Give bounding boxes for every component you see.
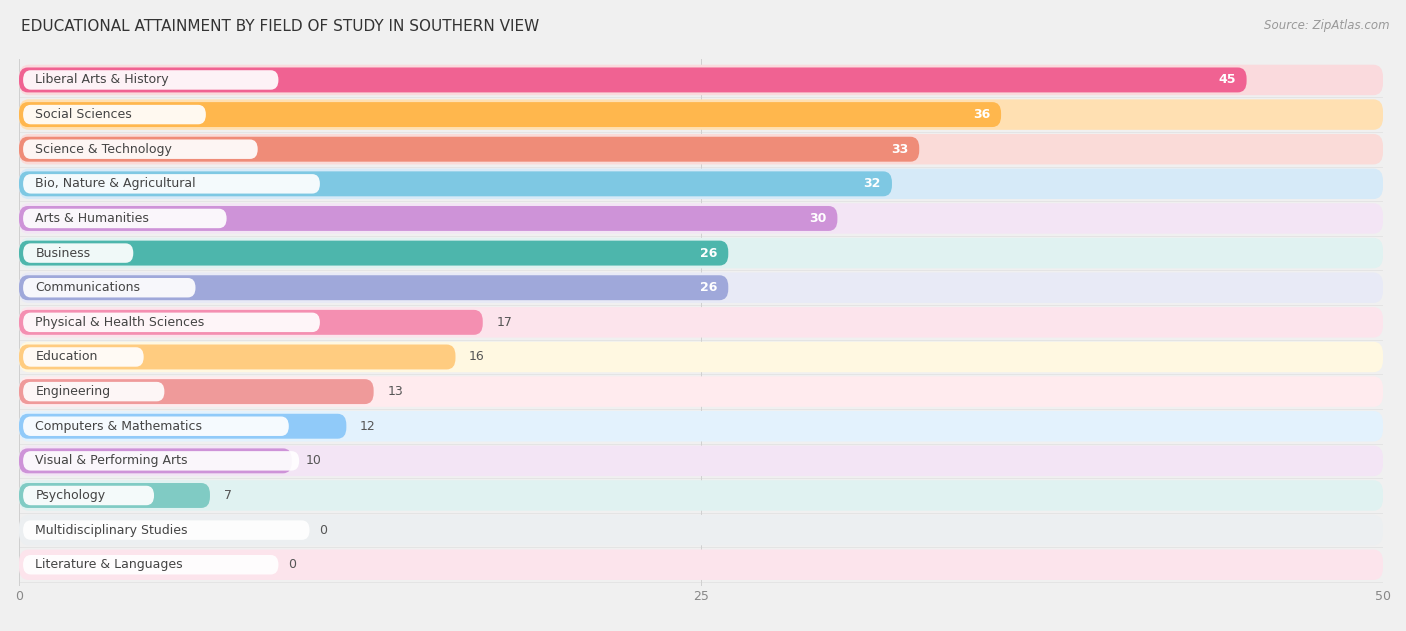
FancyBboxPatch shape	[20, 68, 1247, 92]
FancyBboxPatch shape	[22, 521, 309, 540]
FancyBboxPatch shape	[20, 65, 1384, 95]
FancyBboxPatch shape	[22, 347, 143, 367]
FancyBboxPatch shape	[20, 168, 1384, 199]
FancyBboxPatch shape	[20, 134, 1384, 165]
FancyBboxPatch shape	[22, 139, 257, 159]
FancyBboxPatch shape	[22, 555, 278, 574]
Text: Multidisciplinary Studies: Multidisciplinary Studies	[35, 524, 188, 536]
FancyBboxPatch shape	[20, 238, 1384, 268]
Text: 30: 30	[808, 212, 827, 225]
Text: 10: 10	[305, 454, 322, 468]
Text: Psychology: Psychology	[35, 489, 105, 502]
FancyBboxPatch shape	[20, 99, 1384, 130]
Text: Literature & Languages: Literature & Languages	[35, 558, 183, 571]
Text: Science & Technology: Science & Technology	[35, 143, 173, 156]
FancyBboxPatch shape	[20, 515, 1384, 545]
FancyBboxPatch shape	[20, 310, 482, 335]
Text: 17: 17	[496, 316, 512, 329]
FancyBboxPatch shape	[20, 273, 1384, 303]
Text: 7: 7	[224, 489, 232, 502]
FancyBboxPatch shape	[22, 174, 321, 194]
FancyBboxPatch shape	[22, 451, 299, 471]
Text: Arts & Humanities: Arts & Humanities	[35, 212, 149, 225]
FancyBboxPatch shape	[20, 206, 838, 231]
FancyBboxPatch shape	[20, 480, 1384, 510]
Text: Engineering: Engineering	[35, 385, 111, 398]
FancyBboxPatch shape	[20, 342, 1384, 372]
FancyBboxPatch shape	[22, 486, 155, 505]
FancyBboxPatch shape	[22, 416, 288, 436]
Text: Education: Education	[35, 350, 98, 363]
FancyBboxPatch shape	[20, 414, 346, 439]
Text: 12: 12	[360, 420, 375, 433]
FancyBboxPatch shape	[20, 445, 1384, 476]
FancyBboxPatch shape	[20, 449, 292, 473]
Text: Physical & Health Sciences: Physical & Health Sciences	[35, 316, 205, 329]
FancyBboxPatch shape	[20, 411, 1384, 442]
Text: 13: 13	[387, 385, 404, 398]
FancyBboxPatch shape	[20, 376, 1384, 407]
FancyBboxPatch shape	[22, 312, 321, 332]
Text: 26: 26	[700, 281, 717, 294]
Text: 45: 45	[1218, 73, 1236, 86]
Text: EDUCATIONAL ATTAINMENT BY FIELD OF STUDY IN SOUTHERN VIEW: EDUCATIONAL ATTAINMENT BY FIELD OF STUDY…	[21, 19, 540, 34]
Text: 0: 0	[288, 558, 297, 571]
FancyBboxPatch shape	[20, 483, 209, 508]
FancyBboxPatch shape	[20, 345, 456, 369]
FancyBboxPatch shape	[22, 278, 195, 297]
FancyBboxPatch shape	[20, 172, 891, 196]
FancyBboxPatch shape	[20, 137, 920, 162]
Text: Source: ZipAtlas.com: Source: ZipAtlas.com	[1264, 19, 1389, 32]
Text: Liberal Arts & History: Liberal Arts & History	[35, 73, 169, 86]
Text: Bio, Nature & Agricultural: Bio, Nature & Agricultural	[35, 177, 195, 191]
FancyBboxPatch shape	[20, 275, 728, 300]
Text: Social Sciences: Social Sciences	[35, 108, 132, 121]
FancyBboxPatch shape	[22, 70, 278, 90]
Text: Business: Business	[35, 247, 90, 259]
FancyBboxPatch shape	[22, 382, 165, 401]
FancyBboxPatch shape	[20, 102, 1001, 127]
FancyBboxPatch shape	[20, 307, 1384, 338]
FancyBboxPatch shape	[22, 209, 226, 228]
FancyBboxPatch shape	[20, 203, 1384, 233]
Text: 33: 33	[891, 143, 908, 156]
Text: 26: 26	[700, 247, 717, 259]
FancyBboxPatch shape	[22, 244, 134, 263]
FancyBboxPatch shape	[20, 379, 374, 404]
FancyBboxPatch shape	[22, 105, 205, 124]
Text: 16: 16	[470, 350, 485, 363]
FancyBboxPatch shape	[20, 240, 728, 266]
Text: 0: 0	[319, 524, 328, 536]
FancyBboxPatch shape	[20, 550, 1384, 580]
Text: 36: 36	[973, 108, 990, 121]
Text: Communications: Communications	[35, 281, 141, 294]
Text: Computers & Mathematics: Computers & Mathematics	[35, 420, 202, 433]
Text: 32: 32	[863, 177, 882, 191]
Text: Visual & Performing Arts: Visual & Performing Arts	[35, 454, 188, 468]
